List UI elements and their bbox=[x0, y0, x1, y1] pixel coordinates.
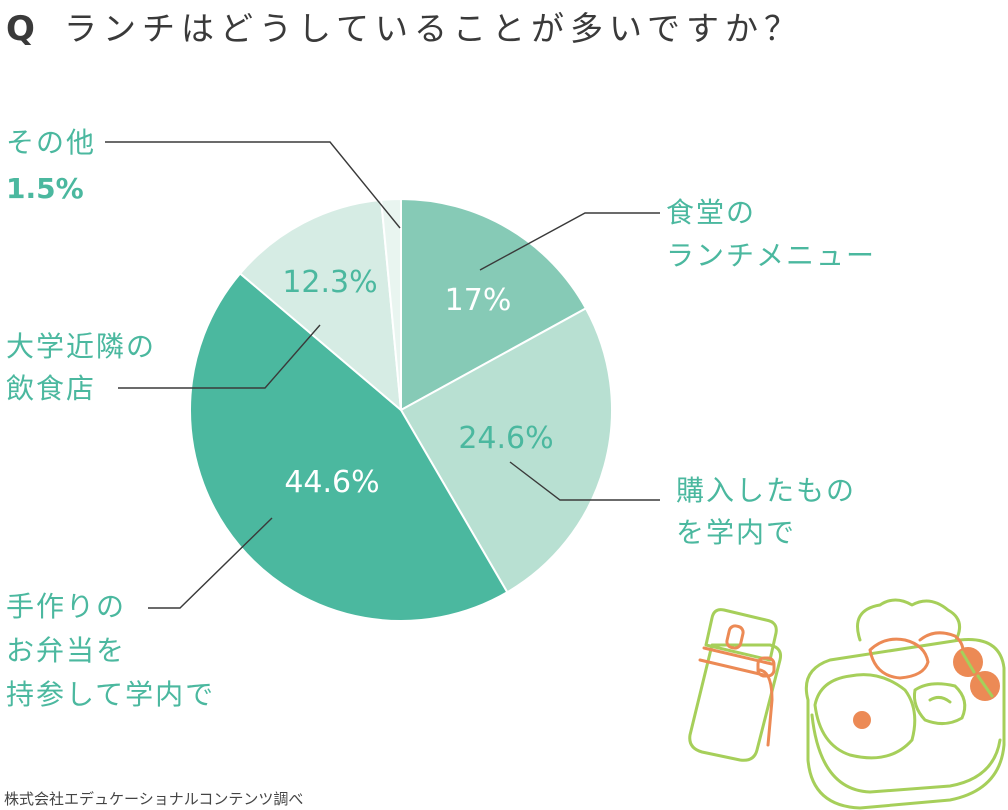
pie-slice-other bbox=[380, 197, 402, 411]
pie-slice-purchased bbox=[399, 306, 613, 594]
category-label-line: お弁当を bbox=[6, 634, 126, 667]
category-label-other: その他 1.5% bbox=[6, 126, 96, 205]
leader-line-homemade bbox=[148, 517, 273, 609]
category-label-line: 購入したもの bbox=[676, 474, 856, 507]
category-label-cafeteria: 食堂の ランチメニュー bbox=[666, 196, 876, 272]
pie-slice-homemade bbox=[189, 272, 509, 622]
category-label-line: 食堂の bbox=[666, 196, 756, 229]
category-label-purchased: 購入したもの を学内で bbox=[676, 474, 856, 549]
question-mark-letter: Q bbox=[6, 9, 35, 49]
thermos-icon bbox=[688, 608, 782, 762]
category-label-line: ランチメニュー bbox=[666, 239, 876, 272]
category-label-line: 手作りの bbox=[6, 590, 126, 623]
slice-value-label-purchased: 24.6% bbox=[458, 421, 553, 456]
pie-slice-restaurant bbox=[238, 198, 403, 413]
leader-line-other bbox=[105, 141, 401, 229]
slice-value-label-homemade: 44.6% bbox=[284, 465, 379, 500]
source-note: 株式会社エデュケーショナルコンテンツ調べ bbox=[4, 790, 303, 808]
category-label-line: 大学近隣の bbox=[6, 330, 156, 363]
slice-value-label-cafeteria: 17% bbox=[445, 283, 512, 318]
category-label-line: その他 bbox=[6, 126, 96, 159]
category-label-line: を学内で bbox=[676, 516, 796, 549]
category-label-restaurant: 大学近隣の 飲食店 bbox=[6, 330, 156, 405]
category-label-line: 飲食店 bbox=[6, 372, 96, 405]
slice-value-label-restaurant: 12.3% bbox=[282, 265, 377, 300]
category-label-homemade: 手作りの お弁当を 持参して学内で bbox=[6, 590, 215, 711]
slice-value-label-other: 1.5% bbox=[6, 172, 84, 205]
pie-slice-cafeteria bbox=[400, 197, 588, 412]
lunch-illustration bbox=[688, 598, 1006, 810]
category-label-line: 持参して学内で bbox=[6, 678, 215, 711]
pie-chart bbox=[189, 197, 613, 622]
question-text: ランチはどうしていることが多いですか？ bbox=[64, 9, 803, 48]
leader-line-cafeteria bbox=[479, 212, 660, 271]
leader-lines bbox=[105, 141, 660, 609]
leader-line-restaurant bbox=[118, 324, 321, 389]
bento-box-icon bbox=[804, 598, 1006, 810]
leader-line-purchased bbox=[509, 461, 660, 501]
